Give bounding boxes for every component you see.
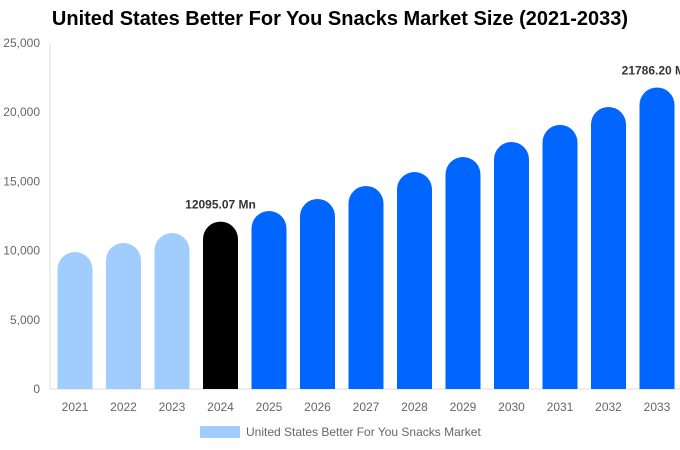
bar-2023[interactable] [154,233,190,389]
bar-2027[interactable] [348,185,384,389]
x-tick-label: 2033 [644,400,671,414]
y-tick-label: 20,000 [3,105,40,119]
bar-2025[interactable] [251,211,287,389]
legend-swatch [200,426,240,438]
x-tick-label: 2027 [353,400,380,414]
bar-2031[interactable] [542,124,578,389]
x-tick-label: 2024 [207,400,234,414]
x-tick-label: 2026 [304,400,331,414]
x-tick-label: 2029 [450,400,477,414]
x-tick-label: 2028 [401,400,428,414]
chart-title: United States Better For You Snacks Mark… [51,8,629,30]
y-tick-label: 15,000 [3,174,40,188]
x-tick-label: 2030 [498,400,525,414]
bar-2030[interactable] [494,141,529,389]
y-tick-label: 0 [33,382,40,396]
bar-2024[interactable] [203,221,238,389]
x-tick-label: 2032 [595,400,622,414]
data-label: 21786.20 Mn [622,63,680,77]
bar-2028[interactable] [397,171,432,389]
bar-2022[interactable] [106,242,141,389]
bar-2026[interactable] [300,198,335,389]
bar-2029[interactable] [445,157,481,389]
y-tick-label: 25,000 [3,36,40,50]
y-tick-label: 5,000 [10,313,40,327]
bar-2021[interactable] [57,251,93,389]
x-tick-label: 2025 [256,400,283,414]
x-tick-label: 2021 [62,400,89,414]
data-label: 12095.07 Mn [185,198,256,212]
legend-label: United States Better For You Snacks Mark… [246,425,481,439]
x-tick-label: 2022 [110,400,137,414]
x-tick-label: 2031 [547,400,574,414]
bar-2032[interactable] [591,106,626,390]
x-tick-label: 2023 [159,400,186,414]
y-tick-label: 10,000 [3,244,40,258]
bar-2033[interactable] [639,87,675,389]
legend[interactable]: United States Better For You Snacks Mark… [200,425,481,439]
